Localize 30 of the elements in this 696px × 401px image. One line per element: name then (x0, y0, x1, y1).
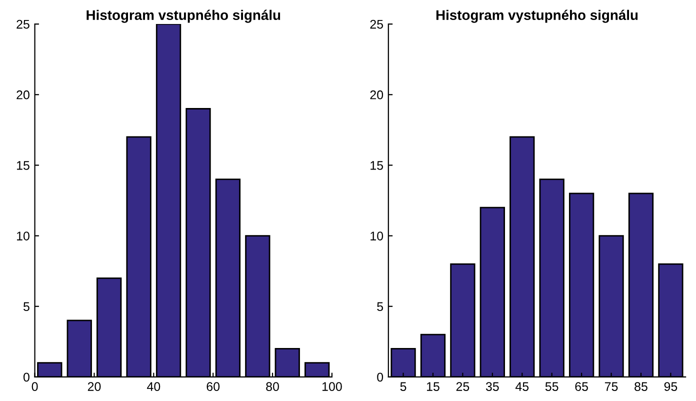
x-tick-label: 5 (400, 382, 406, 391)
y-tick-label: 20 (370, 90, 384, 100)
y-tick-label: 25 (16, 20, 30, 29)
y-tick-label: 10 (370, 232, 384, 240)
x-tick-label: 35 (486, 382, 499, 391)
x-tick-label: 60 (206, 382, 220, 391)
x-tick-label: 55 (545, 382, 558, 391)
y-tick-label: 10 (16, 232, 30, 240)
x-tick-label: 20 (88, 382, 101, 391)
x-tick-label: 100 (322, 382, 342, 391)
x-tick-label: 65 (575, 382, 588, 391)
x-tick-label: 45 (515, 382, 529, 391)
y-tick-label: 5 (23, 302, 30, 312)
x-tick-label: 85 (634, 382, 648, 391)
y-tick-label: 15 (16, 161, 30, 170)
x-tick-label: 75 (604, 382, 618, 391)
x-tick-label: 0 (32, 382, 38, 391)
chart-title: Histogram vstupného signálu (86, 10, 280, 23)
y-tick-label: 0 (377, 372, 384, 382)
y-tick-label: 0 (23, 372, 30, 382)
x-tick-label: 25 (456, 382, 470, 391)
x-tick-label: 15 (426, 382, 440, 391)
chart-title: Histogram vystupného signálu (436, 10, 638, 23)
y-tick-label: 20 (16, 90, 30, 100)
y-tick-label: 5 (377, 302, 384, 312)
x-tick-label: 40 (146, 382, 160, 391)
x-tick-label: 95 (664, 382, 678, 391)
y-tick-label: 15 (370, 161, 384, 170)
x-tick-label: 80 (266, 382, 279, 391)
y-tick-label: 25 (370, 20, 384, 29)
